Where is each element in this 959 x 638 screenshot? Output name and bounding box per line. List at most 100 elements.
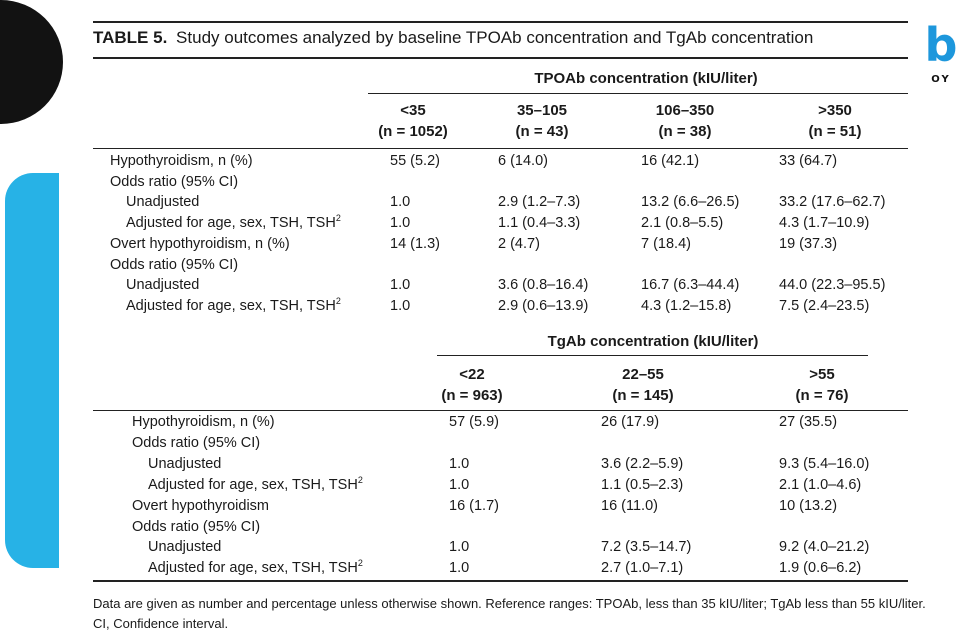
tg-column-header: <22 (n = 963) — [441, 364, 502, 406]
tg-cell: 9.3 (5.4–16.0) — [779, 455, 870, 472]
column-range: <35 — [400, 102, 426, 119]
row-label-text: Unadjusted — [126, 194, 200, 211]
tg-row-label: Hypothyroidism, n (%) — [132, 413, 275, 431]
tpo-row-label: Hypothyroidism, n (%) — [110, 152, 253, 170]
logo-subtext: OY — [931, 74, 951, 85]
tpo-row-label: Odds ratio (95% CI) — [110, 256, 238, 274]
tg-cell: 27 (35.5) — [779, 414, 838, 430]
tpo-cell: 2 (4.7) — [498, 235, 540, 252]
decorative-blue-shape — [5, 173, 59, 568]
tpo-cell: 33.2 (17.6–62.7) — [779, 194, 886, 211]
column-range: 22–55 — [622, 366, 664, 383]
row-label-text: Unadjusted — [148, 539, 222, 556]
tpo-cell: 16 (42.1) — [641, 153, 700, 169]
column-count: (n = 51) — [808, 123, 862, 140]
table-footnote: Data are given as number and percentage … — [93, 596, 926, 631]
tg-cell: 1.9 (0.6–6.2) — [779, 560, 862, 577]
tpo-cell: 1.1 (0.4–3.3) — [498, 215, 581, 232]
tpo-cell: 4.3 (1.2–15.8) — [641, 297, 732, 314]
column-count: (n = 76) — [795, 387, 849, 404]
table-bottom-rule — [93, 580, 908, 582]
column-range: >350 — [818, 102, 852, 119]
tpo-cell: 3.6 (0.8–16.4) — [498, 277, 589, 294]
row-label-text: Unadjusted — [126, 277, 200, 294]
tg-group-header: TgAb concentration (kIU/liter) — [547, 333, 759, 350]
tpo-row-label: Odds ratio (95% CI) — [110, 173, 238, 191]
tg-cell: 3.6 (2.2–5.9) — [601, 455, 684, 472]
tg-cell: 16 (1.7) — [449, 497, 499, 514]
tg-row-label: Odds ratio (95% CI) — [132, 518, 260, 536]
tg-cell: 16 (11.0) — [601, 497, 658, 514]
tpo-cell: 14 (1.3) — [390, 235, 440, 252]
tpo-cell: 7.5 (2.4–23.5) — [779, 297, 870, 314]
tpo-row-label: Adjusted for age, sex, TSH, TSH2 — [126, 214, 341, 232]
row-label-text: Overt hypothyroidism — [132, 497, 269, 514]
tpo-column-header: 35–105 (n = 43) — [516, 100, 569, 142]
column-count: (n = 38) — [658, 123, 712, 140]
tpo-cell: 4.3 (1.7–10.9) — [779, 215, 870, 232]
tpo-cell: 33 (64.7) — [779, 153, 838, 169]
table-caption: Study outcomes analyzed by baseline TPOA… — [176, 28, 814, 47]
column-range: 35–105 — [516, 102, 568, 119]
row-label-superscript: 2 — [335, 296, 341, 307]
row-label-text: Odds ratio (95% CI) — [110, 256, 239, 273]
row-label-text: Hypothyroidism, n (%) — [110, 153, 253, 169]
tpo-cell: 44.0 (22.3–95.5) — [779, 277, 886, 294]
tpo-cell: 2.9 (0.6–13.9) — [498, 297, 589, 314]
tg-cell: 1.0 — [449, 560, 470, 577]
column-range: >55 — [809, 366, 835, 383]
tg-column-header: >55 (n = 76) — [796, 364, 849, 406]
table-label: TABLE 5. — [93, 28, 168, 47]
tpo-cell: 6 (14.0) — [498, 153, 548, 169]
row-label-text: Odds ratio (95% CI) — [132, 518, 261, 535]
tg-column-header: 22–55 (n = 145) — [612, 364, 673, 406]
tpo-column-header: <35 (n = 1052) — [378, 100, 448, 142]
tpo-cell: 1.0 — [390, 194, 411, 211]
tg-cell: 57 (5.9) — [449, 414, 499, 430]
row-label-superscript: 2 — [357, 558, 363, 569]
row-label-text: Adjusted for age, sex, TSH, TSH — [148, 560, 358, 577]
logo-letter: b — [924, 18, 958, 72]
column-count: (n = 1052) — [378, 123, 448, 140]
tg-cell: 9.2 (4.0–21.2) — [779, 539, 870, 556]
row-label-superscript: 2 — [357, 474, 363, 485]
tpo-cell: 2.9 (1.2–7.3) — [498, 194, 581, 211]
row-label-text: Odds ratio (95% CI) — [110, 173, 239, 190]
tg-cell: 10 (13.2) — [779, 497, 838, 514]
tg-cell: 1.1 (0.5–2.3) — [601, 476, 684, 493]
tpo-row-label: Adjusted for age, sex, TSH, TSH2 — [126, 297, 341, 315]
table-title-rule — [93, 57, 908, 59]
column-count: (n = 43) — [515, 123, 569, 140]
row-label-text: Adjusted for age, sex, TSH, TSH — [148, 476, 358, 493]
tpo-cell: 1.0 — [390, 277, 411, 294]
tg-group-rule — [437, 355, 868, 356]
tpo-row-label: Unadjusted — [126, 193, 199, 211]
tpo-cell: 7 (18.4) — [641, 235, 691, 252]
tg-cell: 2.7 (1.0–7.1) — [601, 560, 684, 577]
tg-cell: 7.2 (3.5–14.7) — [601, 539, 692, 556]
tg-row-label: Overt hypothyroidism — [132, 497, 269, 515]
decorative-black-shape — [0, 0, 63, 124]
tg-cell: 2.1 (1.0–4.6) — [779, 476, 862, 493]
tpo-cell: 16.7 (6.3–44.4) — [641, 277, 740, 294]
tpo-group-header: TPOAb concentration (kIU/liter) — [534, 70, 758, 87]
row-label-superscript: 2 — [335, 213, 341, 224]
tg-row-label: Unadjusted — [148, 455, 221, 473]
tpo-cell: 1.0 — [390, 297, 411, 314]
row-label-text: Adjusted for age, sex, TSH, TSH — [126, 215, 336, 232]
tpo-cell: 55 (5.2) — [390, 153, 440, 169]
tpo-cell: 1.0 — [390, 215, 411, 232]
column-count: (n = 145) — [612, 387, 674, 404]
row-label-text: Adjusted for age, sex, TSH, TSH — [126, 297, 336, 314]
brand-logo: b OY — [924, 22, 958, 85]
tg-header-rule — [93, 410, 908, 411]
row-label-text: Hypothyroidism, n (%) — [132, 414, 275, 430]
column-range: <22 — [459, 366, 485, 383]
table-title: TABLE 5. Study outcomes analyzed by base… — [93, 28, 813, 48]
tg-cell: 26 (17.9) — [601, 414, 660, 430]
tpo-group-rule — [368, 93, 908, 94]
tg-row-label: Odds ratio (95% CI) — [132, 434, 260, 452]
row-label-text: Odds ratio (95% CI) — [132, 434, 261, 451]
tpo-cell: 19 (37.3) — [779, 235, 838, 252]
tpo-column-header: 106–350 (n = 38) — [656, 100, 714, 142]
